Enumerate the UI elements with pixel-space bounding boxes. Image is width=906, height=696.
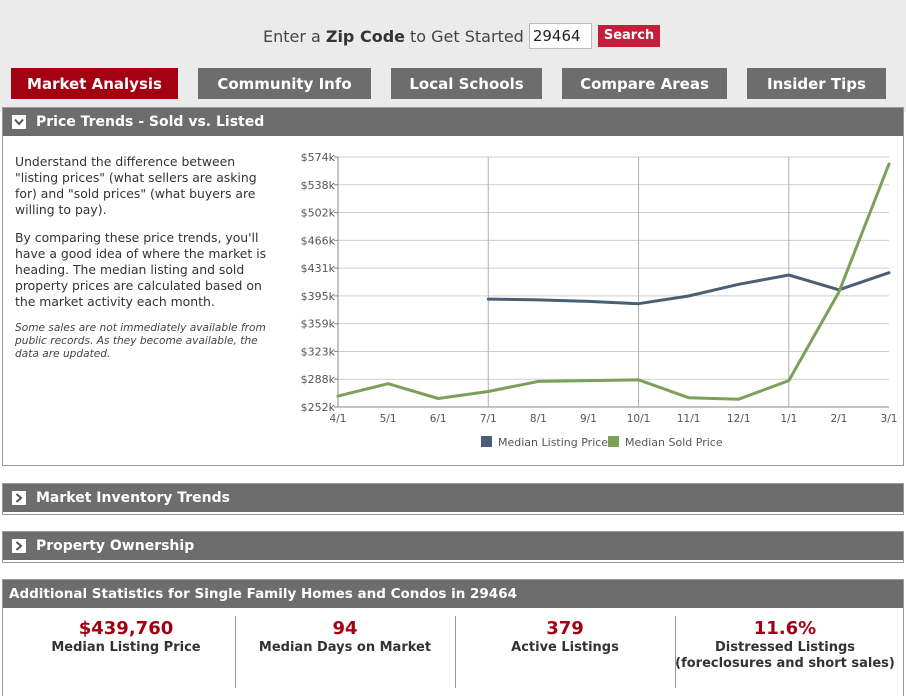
- prompt-text-end: to Get Started: [410, 26, 524, 46]
- stat-active-listings: 379 Active Listings: [455, 618, 675, 656]
- price-trends-title: Price Trends - Sold vs. Listed: [36, 114, 265, 130]
- prompt-text: Enter a: [263, 26, 321, 46]
- market-inventory-panel: Market Inventory Trends: [2, 483, 904, 515]
- y-tick-label: $538k: [301, 179, 336, 192]
- market-inventory-header[interactable]: Market Inventory Trends: [3, 484, 903, 512]
- chevron-right-icon[interactable]: [12, 491, 26, 505]
- y-tick-label: $466k: [301, 234, 336, 247]
- prompt-bold-text: Zip Code: [325, 26, 405, 46]
- x-tick-label: 11/1: [677, 413, 701, 425]
- tab-market-analysis[interactable]: Market Analysis: [11, 68, 178, 99]
- search-bar: Enter a Zip Code to Get Started Search M…: [0, 0, 906, 112]
- stat-label: Median Days on Market: [258, 640, 432, 655]
- x-tick-label: 8/1: [530, 413, 547, 425]
- x-tick-label: 10/1: [627, 413, 651, 425]
- x-tick-label: 1/1: [780, 413, 797, 425]
- stat-value: 11.6%: [753, 618, 817, 639]
- tab-local-schools[interactable]: Local Schools: [391, 68, 542, 99]
- series-line: [336, 162, 891, 401]
- data-availability-note: Some sales are not immediately available…: [15, 322, 266, 360]
- description-paragraph-1: Understand the difference between "listi…: [15, 154, 257, 217]
- y-tick-label: $431k: [301, 262, 336, 275]
- legend-label: Median Listing Price: [498, 436, 608, 449]
- y-tick-label: $323k: [301, 345, 336, 358]
- property-ownership-panel: Property Ownership: [2, 531, 904, 563]
- y-tick-label: $574k: [301, 151, 336, 164]
- series-line: [486, 271, 891, 306]
- legend-swatch: [608, 436, 619, 447]
- stat-divider: [675, 616, 676, 688]
- chevron-down-icon[interactable]: [12, 115, 26, 129]
- x-tick-label: 4/1: [330, 413, 347, 425]
- stat-label: Distressed Listings (foreclosures and sh…: [675, 640, 895, 671]
- market-inventory-title: Market Inventory Trends: [36, 490, 230, 506]
- additional-statistics-panel: Additional Statistics for Single Family …: [2, 579, 904, 696]
- search-button[interactable]: Search: [597, 25, 661, 47]
- stat-value: 94: [332, 618, 358, 639]
- y-tick-label: $252k: [301, 401, 336, 414]
- legend-swatch: [481, 436, 492, 447]
- legend-label: Median Sold Price: [625, 436, 723, 449]
- y-tick-label: $395k: [301, 290, 336, 303]
- tab-community-info[interactable]: Community Info: [198, 68, 371, 99]
- stat-label: Median Listing Price: [51, 640, 201, 655]
- tab-compare-areas[interactable]: Compare Areas: [562, 68, 727, 99]
- x-tick-label: 2/1: [830, 413, 847, 425]
- chevron-right-icon[interactable]: [12, 539, 26, 553]
- stat-label: Active Listings: [511, 640, 619, 655]
- x-tick-label: 5/1: [380, 413, 397, 425]
- price-trends-chart: $252k $288k $323k $359k $395k $431k $466k $502k…: [301, 151, 898, 449]
- price-trends-description: Understand the difference between "listi…: [15, 154, 271, 373]
- stat-median-listing-price: $439,760 Median Listing Price: [16, 618, 236, 656]
- x-tick-label: 12/1: [727, 413, 751, 425]
- tab-insider-tips[interactable]: Insider Tips: [747, 68, 886, 99]
- zip-code-input[interactable]: [528, 23, 592, 49]
- y-tick-label: $288k: [301, 373, 336, 386]
- additional-statistics-title: Additional Statistics for Single Family …: [3, 580, 903, 608]
- stat-divider: [455, 616, 456, 688]
- x-tick-label: 6/1: [430, 413, 447, 425]
- property-ownership-header[interactable]: Property Ownership: [3, 532, 903, 560]
- x-tick-label: 3/1: [881, 413, 898, 425]
- x-tick-label: 7/1: [480, 413, 497, 425]
- stat-divider: [235, 616, 236, 688]
- x-tick-label: 9/1: [580, 413, 597, 425]
- description-paragraph-2: By comparing these price trends, you'll …: [15, 230, 267, 309]
- property-ownership-title: Property Ownership: [36, 538, 195, 554]
- price-trends-panel: Price Trends - Sold vs. Listed Understan…: [2, 107, 904, 466]
- stat-value: $439,760: [78, 618, 174, 639]
- stat-distressed-listings: 11.6% Distressed Listings (foreclosures …: [675, 618, 895, 672]
- stat-median-days-on-market: 94 Median Days on Market: [235, 618, 455, 656]
- y-tick-label: $502k: [301, 207, 336, 220]
- stat-value: 379: [546, 618, 584, 639]
- price-trends-header[interactable]: Price Trends - Sold vs. Listed: [3, 108, 903, 136]
- y-tick-label: $359k: [301, 318, 336, 331]
- zip-search-row: Enter a Zip Code to Get Started Search: [263, 23, 661, 49]
